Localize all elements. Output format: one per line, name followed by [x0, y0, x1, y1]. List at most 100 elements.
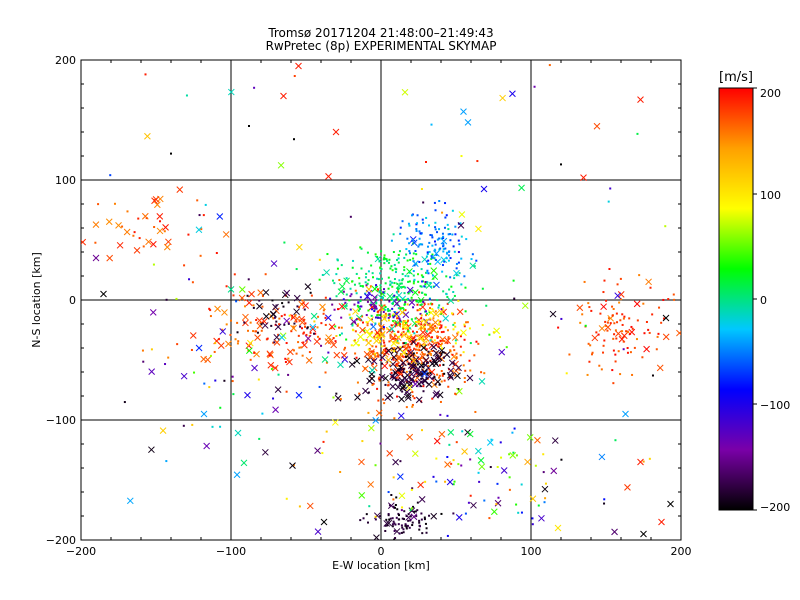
point-dot [280, 315, 283, 318]
point-dot [423, 323, 426, 326]
point-dot [449, 350, 452, 353]
point-dot [304, 322, 307, 325]
point-dot [548, 64, 551, 67]
point-cross-stroke [667, 500, 674, 508]
point-dot [436, 231, 439, 234]
point-dot [390, 368, 393, 371]
point-dot [388, 504, 391, 507]
point-dot [374, 322, 377, 325]
point-cross [274, 386, 282, 393]
chart-title: Tromsø 20171204 21:48:00–21:49:43 [267, 26, 493, 40]
point-dot [413, 397, 416, 400]
point-dot [366, 296, 369, 299]
point-dot [369, 332, 372, 335]
point-dot [275, 304, 278, 307]
point-dot [302, 301, 305, 304]
point-dot [442, 356, 445, 359]
point-dot [142, 245, 145, 248]
point-dot [499, 336, 502, 339]
point-cross-stroke [447, 373, 455, 381]
point-dot [638, 274, 641, 277]
point-dot [437, 322, 440, 325]
point-dot [387, 316, 390, 319]
point-dot [434, 310, 437, 313]
point-cross [361, 365, 369, 373]
point-dot [260, 329, 263, 332]
point-dot [587, 342, 590, 345]
point-dot [451, 370, 454, 373]
point-dot [376, 387, 379, 390]
point-cross-stroke [622, 410, 629, 418]
point-cross-stroke [419, 329, 427, 336]
point-dot [414, 249, 417, 252]
point-cross-stroke [395, 366, 402, 374]
point-dot [437, 345, 440, 348]
point-dot [176, 343, 179, 346]
point-cross [455, 514, 463, 521]
point-cross [234, 429, 242, 437]
point-dot [313, 320, 316, 323]
point-dot [481, 287, 484, 290]
point-dot [379, 515, 382, 518]
point-cross-stroke [368, 366, 376, 374]
point-dot [219, 425, 222, 428]
point-dot [400, 531, 403, 534]
point-cross [391, 374, 399, 381]
point-cross-stroke [271, 364, 279, 372]
point-dot [490, 438, 493, 441]
point-dot [395, 341, 398, 344]
point-cross-stroke [440, 237, 448, 245]
point-dot [405, 253, 408, 256]
y-tick-label: −100 [46, 414, 76, 427]
point-dot [388, 313, 391, 316]
point-dot [614, 353, 617, 356]
point-cross [159, 427, 167, 434]
point-dot [598, 364, 601, 367]
point-cross [242, 313, 249, 321]
point-cross [580, 174, 587, 181]
point-dot [348, 299, 351, 302]
point-dot [318, 278, 321, 281]
point-dot [367, 348, 370, 351]
point-cross-stroke [246, 339, 254, 347]
point-dot [142, 360, 145, 363]
point-dot [405, 406, 408, 409]
point-dot [404, 355, 407, 358]
point-dot [163, 230, 166, 233]
point-cross-stroke [410, 239, 418, 247]
point-dot [452, 323, 455, 326]
point-cross [374, 255, 382, 263]
point-dot [305, 333, 308, 336]
point-cross-stroke [362, 387, 369, 395]
point-dot [109, 174, 112, 177]
point-cross-stroke [310, 312, 318, 320]
point-dot [408, 242, 411, 245]
point-dot [377, 278, 380, 281]
point-dot [618, 301, 621, 304]
point-cross-stroke [337, 361, 344, 369]
point-cross-stroke [378, 330, 386, 338]
point-dot [442, 250, 445, 253]
point-dot [247, 278, 250, 281]
point-cross-stroke [443, 351, 451, 359]
point-cross [633, 300, 641, 308]
point-dot [390, 265, 393, 268]
point-dot [430, 234, 433, 237]
point-dot [456, 332, 459, 335]
point-cross [367, 424, 375, 432]
point-dot [378, 322, 381, 325]
point-dot [429, 359, 432, 362]
point-cross [244, 391, 251, 399]
point-dot [324, 316, 327, 319]
x-axis-label: E-W location [km] [332, 559, 430, 572]
point-dot [366, 300, 369, 303]
point-dot [133, 231, 136, 234]
point-dot [394, 537, 397, 540]
point-dot [406, 319, 409, 322]
point-cross-stroke [367, 424, 375, 432]
point-dot [436, 336, 439, 339]
point-cross-stroke [408, 507, 416, 514]
point-cross [216, 213, 224, 220]
point-cross-stroke [248, 290, 255, 298]
point-dot [440, 342, 443, 345]
